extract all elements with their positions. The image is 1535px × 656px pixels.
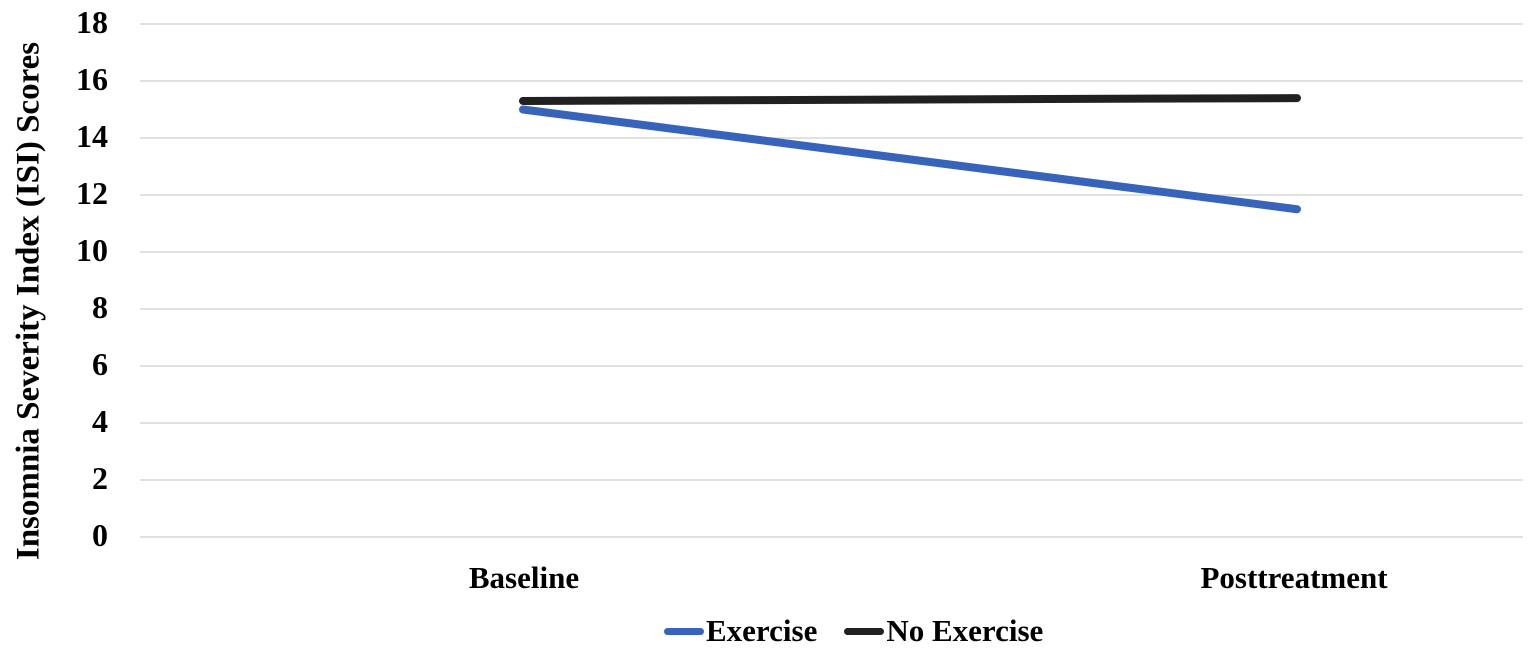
- x-axis-label-posttreatment: Posttreatment: [1200, 560, 1388, 595]
- no-exercise-line-swatch: [844, 627, 885, 635]
- legend-item-exercise: Exercise: [664, 613, 817, 649]
- legend-label-exercise: Exercise: [706, 613, 818, 648]
- y-tick-label: 14: [76, 118, 108, 155]
- y-tick-label: 8: [92, 289, 108, 326]
- series-line-exercise: [519, 105, 1301, 214]
- y-tick-label: 2: [92, 460, 108, 497]
- y-tick-label: 16: [76, 61, 108, 98]
- exercise-line-swatch: [664, 627, 704, 635]
- legend-label-no-exercise: No Exercise: [886, 613, 1044, 648]
- legend-item-no-exercise: No Exercise: [844, 613, 1043, 649]
- x-axis-label-baseline: Baseline: [468, 560, 580, 595]
- series-line-no-exercise: [519, 94, 1301, 105]
- y-tick-label: 12: [76, 175, 108, 212]
- y-tick-label: 18: [76, 4, 108, 41]
- y-tick-label: 4: [92, 403, 108, 440]
- y-tick-label: 0: [92, 517, 108, 554]
- y-tick-label: 10: [76, 232, 108, 269]
- legend: Exercise No Exercise: [664, 613, 1043, 649]
- y-tick-label: 6: [92, 346, 108, 383]
